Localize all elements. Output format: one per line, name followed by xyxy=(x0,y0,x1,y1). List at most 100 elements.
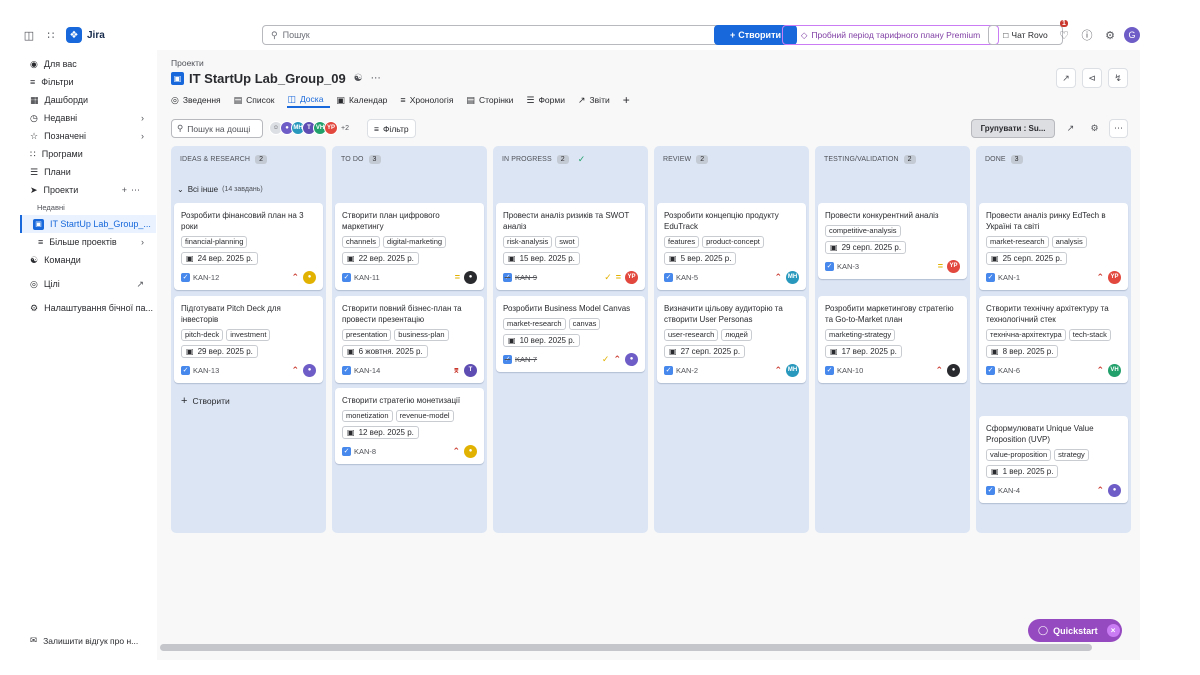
issue-card[interactable]: Розробити фінансовий план на 3 роки fina… xyxy=(174,203,323,290)
issue-card[interactable]: Розробити концепцію продукту EduTrack fe… xyxy=(657,203,806,290)
breadcrumb[interactable]: Проекти xyxy=(171,58,204,68)
sidebar-item-plans[interactable]: ☰ Плани xyxy=(20,163,156,181)
more-avatars-count[interactable]: +2 xyxy=(341,124,349,132)
issue-card[interactable]: Розробити Business Model Canvas market-r… xyxy=(496,296,645,372)
premium-trial-button[interactable]: ◇ Пробний період тарифного плану Premium xyxy=(782,25,999,45)
insights-icon[interactable]: ↗ xyxy=(1066,123,1075,133)
team-icon[interactable]: ☯ xyxy=(353,73,363,84)
help-icon[interactable]: ⓘ xyxy=(1081,30,1093,42)
issue-card[interactable]: Створити стратегію монетизації monetizat… xyxy=(335,388,484,464)
assignee-avatar[interactable]: MH xyxy=(786,363,799,377)
tab-list[interactable]: ▤ Список xyxy=(234,92,282,108)
sidebar-item-more-projects[interactable]: ≡ Більше проектів › xyxy=(20,233,156,251)
issue-label[interactable]: value-proposition xyxy=(986,449,1052,461)
more-actions-icon[interactable]: ⋯ xyxy=(370,73,381,84)
issue-label[interactable]: strategy xyxy=(1054,449,1089,461)
sidebar-item-apps[interactable]: ∷ Програми xyxy=(20,145,156,163)
sidebar-item-filters[interactable]: ≡ Фільтри xyxy=(20,73,156,91)
automation-lightning-icon[interactable]: ↯ xyxy=(1108,68,1128,88)
issue-label[interactable]: revenue-model xyxy=(395,410,454,422)
assignee-avatar[interactable]: ● xyxy=(464,270,477,284)
issue-key[interactable]: ✓ KAN-13 xyxy=(181,365,219,375)
issue-label[interactable]: pitch-deck xyxy=(181,329,224,341)
assignee-avatar[interactable]: ● xyxy=(303,270,316,284)
tab-forms[interactable]: ☰ Форми xyxy=(526,92,572,108)
sidebar-item-recent[interactable]: ◷ Недавні › xyxy=(20,109,156,127)
assignee-avatar[interactable]: ● xyxy=(625,352,638,366)
issue-label[interactable]: digital-marketing xyxy=(383,236,447,248)
settings-gear-icon[interactable]: ⚙ xyxy=(1105,29,1115,42)
issue-label[interactable]: presentation xyxy=(342,329,392,341)
sidebar-item-projects[interactable]: ➤ Проекти +⋯ xyxy=(20,181,156,199)
user-avatar[interactable]: G xyxy=(1124,27,1140,43)
column-header[interactable]: TESTING/VALIDATION 2 xyxy=(815,146,970,172)
assignee-avatar[interactable]: ● xyxy=(464,444,477,458)
issue-label[interactable]: технічна-архітектура xyxy=(986,329,1066,341)
issue-key[interactable]: ✓ KAN-10 xyxy=(825,365,863,375)
tab-reports[interactable]: ↗ Звіти xyxy=(578,92,617,108)
issue-card[interactable]: Провести аналіз ринку EdTech в Україні т… xyxy=(979,203,1128,290)
column-header[interactable]: IN PROGRESS 2 ✓ xyxy=(493,146,648,172)
tab-summary[interactable]: ◎ Зведення xyxy=(171,92,228,108)
issue-label[interactable]: channels xyxy=(342,236,381,248)
more-options-icon[interactable]: ⋯ xyxy=(1109,119,1128,138)
column-header[interactable]: TO DO 3 xyxy=(332,146,487,172)
sidebar-item-goals[interactable]: ◎ Цілі ↗ xyxy=(20,275,156,293)
issue-label[interactable]: features xyxy=(664,236,700,248)
app-switcher-icon[interactable]: ∷ xyxy=(47,29,55,42)
assignee-avatar[interactable]: YP xyxy=(625,270,638,284)
add-tab-button[interactable]: + xyxy=(623,92,637,108)
issue-label[interactable]: investment xyxy=(226,329,271,341)
issue-key[interactable]: ✓ KAN-2 xyxy=(664,365,698,375)
issue-key[interactable]: ✓ KAN-11 xyxy=(342,272,380,282)
issue-key[interactable]: ✓ KAN-12 xyxy=(181,272,219,282)
issue-label[interactable]: user-research xyxy=(664,329,719,341)
issue-card[interactable]: Створити план цифрового маркетингу chann… xyxy=(335,203,484,290)
assignee-avatar[interactable]: T xyxy=(464,363,477,377)
issue-label[interactable]: monetization xyxy=(342,410,393,422)
notifications-bell-icon[interactable]: ♡ 1 xyxy=(1059,20,1069,42)
issue-card[interactable]: Провести аналіз ризиків та SWOT аналіз r… xyxy=(496,203,645,290)
jira-logo[interactable]: ❖ Jira xyxy=(66,27,105,43)
issue-label[interactable]: business-plan xyxy=(394,329,449,341)
issue-card[interactable]: Сформулювати Unique Value Proposition (U… xyxy=(979,416,1128,503)
share-icon[interactable]: ⊲ xyxy=(1082,68,1102,88)
issue-key[interactable]: ✓ KAN-3 xyxy=(825,261,859,271)
issue-label[interactable]: risk-analysis xyxy=(503,236,553,248)
tab-calendar[interactable]: ▣ Календар xyxy=(336,92,394,108)
issue-label[interactable]: swot xyxy=(555,236,579,248)
column-header[interactable]: DONE 3 xyxy=(976,146,1131,172)
global-search-input[interactable]: ⚲ Пошук xyxy=(262,25,730,45)
issue-label[interactable]: financial-planning xyxy=(181,236,248,248)
issue-card[interactable]: Створити технічну архітектуру та техноло… xyxy=(979,296,1128,383)
assignee-avatar[interactable]: ● xyxy=(303,363,316,377)
issue-key[interactable]: ✓ KAN-8 xyxy=(342,446,376,456)
rovo-chat-button[interactable]: □ Чат Rovo xyxy=(988,25,1063,45)
quickstart-button[interactable]: ◯ Quickstart × xyxy=(1028,619,1122,642)
issue-label[interactable]: marketing-strategy xyxy=(825,329,896,341)
avatar[interactable]: YP xyxy=(324,121,338,135)
view-settings-icon[interactable]: ⚙ xyxy=(1090,123,1099,133)
close-icon[interactable]: × xyxy=(1106,624,1120,637)
assignee-avatar[interactable]: ● xyxy=(947,363,960,377)
issue-card[interactable]: Провести конкурентний аналіз competitive… xyxy=(818,203,967,279)
issue-card[interactable]: Створити повний бізнес-план та провести … xyxy=(335,296,484,383)
tab-timeline[interactable]: ≡ Хронологія xyxy=(400,92,460,108)
assignee-avatar[interactable]: YP xyxy=(1108,270,1121,284)
issue-label[interactable]: market-research xyxy=(986,236,1049,248)
issue-card[interactable]: Визначити цільову аудиторію та створити … xyxy=(657,296,806,383)
group-by-button[interactable]: Групувати : Su... xyxy=(971,119,1055,138)
assignee-avatar[interactable]: ● xyxy=(1108,483,1121,497)
sidebar-item-for-you[interactable]: ◉ Для вас xyxy=(20,55,156,73)
column-header[interactable]: REVIEW 2 xyxy=(654,146,809,172)
feedback-link[interactable]: ✉ Залишити відгук про н... xyxy=(30,635,138,646)
board-search-input[interactable]: ⚲ Пошук на дошці xyxy=(171,119,263,138)
issue-key[interactable]: ✓ KAN-9 xyxy=(503,272,537,282)
assignee-avatar[interactable]: YP xyxy=(947,259,960,273)
sidebar-item-teams[interactable]: ☯ Команди xyxy=(20,251,156,269)
issue-card[interactable]: Розробити маркетингову стратегію та Go-t… xyxy=(818,296,967,383)
fullscreen-icon[interactable]: ↗ xyxy=(1056,68,1076,88)
issue-label[interactable]: analysis xyxy=(1051,236,1087,248)
issue-key[interactable]: ✓ KAN-1 xyxy=(986,272,1020,282)
issue-label[interactable]: product-concept xyxy=(702,236,764,248)
